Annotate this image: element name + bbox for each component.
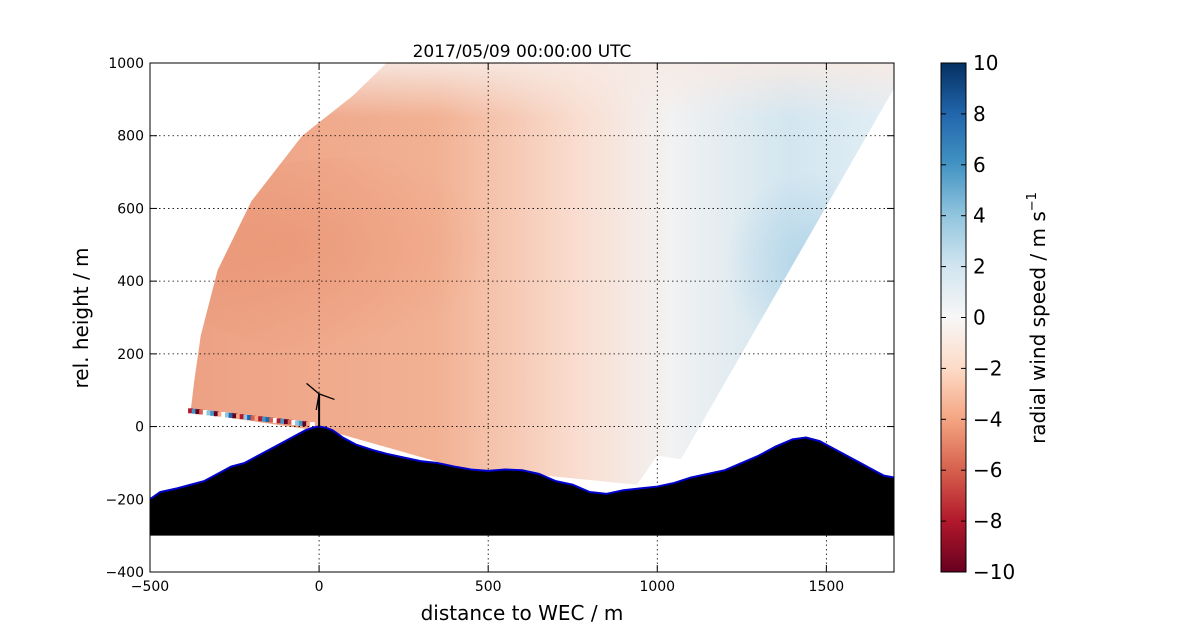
terrain-profile — [150, 426, 894, 536]
y-tick-label: 200 — [117, 347, 144, 363]
colorbar-tick-label: 0 — [973, 306, 986, 330]
noise-cell — [232, 413, 238, 419]
noise-cell — [195, 409, 201, 415]
noise-cell — [224, 412, 230, 418]
near-ground-noise — [188, 408, 315, 428]
noise-cell — [287, 419, 293, 425]
noise-cell — [284, 419, 290, 425]
colorbar-tick-label: −10 — [973, 560, 1015, 584]
noise-cell — [258, 416, 264, 422]
y-axis-ticks: −400 −200 0 200 400 600 800 1000 — [106, 56, 894, 581]
x-tick-label: 500 — [475, 579, 502, 595]
noise-cell — [269, 417, 275, 423]
noise-cell — [206, 410, 212, 416]
wind-turbine-icon — [306, 382, 335, 427]
x-axis-ticks: −500 0 500 1000 1500 — [131, 63, 844, 595]
x-axis-label: distance to WEC / m — [421, 601, 624, 625]
noise-cell — [210, 410, 216, 416]
turbine-blade — [318, 393, 335, 401]
plot-area — [150, 63, 894, 572]
colorbar-tick-label: 10 — [973, 51, 998, 75]
noise-cell — [265, 417, 271, 423]
positive-velocity-region — [724, 172, 894, 354]
noise-cell — [188, 408, 194, 414]
noise-cell — [247, 414, 253, 420]
colorbar-tick-label: 6 — [973, 153, 986, 177]
noise-cell — [272, 417, 278, 423]
terrain-edge — [150, 425, 894, 501]
noise-cell — [250, 415, 256, 421]
noise-cell — [228, 412, 234, 418]
colorbar-tick-label: −2 — [973, 356, 1002, 380]
turbine-blade — [306, 382, 320, 395]
x-tick-label: 1000 — [639, 579, 675, 595]
colorbar-label-text: radial wind speed / m s — [1026, 211, 1050, 444]
colorbar-ticks: 10 8 6 4 2 0 −2 −4 −6 −8 −10 — [941, 51, 1015, 584]
noise-cell — [298, 420, 304, 426]
noise-cell — [199, 409, 205, 415]
noise-cell — [221, 412, 227, 418]
turbine-blade — [315, 393, 320, 411]
noise-cell — [236, 413, 242, 419]
y-tick-label: −200 — [106, 492, 144, 508]
x-tick-label: 0 — [315, 579, 324, 595]
noise-cell — [309, 422, 315, 428]
upper-sector-fade — [190, 63, 894, 118]
noise-cell — [306, 421, 312, 427]
noise-cell — [239, 414, 245, 420]
colorbar-tick-label: −4 — [973, 407, 1002, 431]
noise-cell — [191, 408, 197, 414]
colorbar-tick-label: 8 — [973, 102, 986, 126]
y-axis-label: rel. height / m — [69, 247, 93, 388]
y-tick-label: 400 — [117, 274, 144, 290]
y-tick-label: −400 — [106, 565, 144, 581]
colorbar-tick-label: −8 — [973, 509, 1002, 533]
y-tick-label: 0 — [135, 420, 144, 436]
colorbar-tick-label: −6 — [973, 458, 1002, 482]
y-tick-label: 1000 — [108, 56, 144, 72]
noise-cell — [261, 416, 267, 422]
colorbar-label-exponent: −1 — [1025, 192, 1040, 211]
y-tick-label: 600 — [117, 201, 144, 217]
noise-cell — [213, 411, 219, 417]
y-tick-label: 800 — [117, 129, 144, 145]
noise-cell — [202, 409, 208, 415]
noise-cell — [276, 418, 282, 424]
noise-cell — [217, 411, 223, 417]
noise-cell — [295, 420, 301, 426]
noise-cell — [243, 414, 249, 420]
noise-cell — [254, 415, 260, 421]
noise-cell — [291, 420, 297, 426]
noise-cell — [280, 418, 286, 424]
x-tick-label: −500 — [131, 579, 169, 595]
x-tick-label: 1500 — [809, 579, 845, 595]
colorbar-tick-label: 2 — [973, 255, 986, 279]
colorbar-label: radial wind speed / m s−1 — [1025, 192, 1050, 444]
noise-cell — [302, 421, 308, 427]
colorbar-tick-label: 4 — [973, 204, 986, 228]
negative-velocity-core — [190, 157, 556, 354]
chart-title: 2017/05/09 00:00:00 UTC — [413, 42, 632, 62]
axes-frame — [149, 62, 895, 573]
